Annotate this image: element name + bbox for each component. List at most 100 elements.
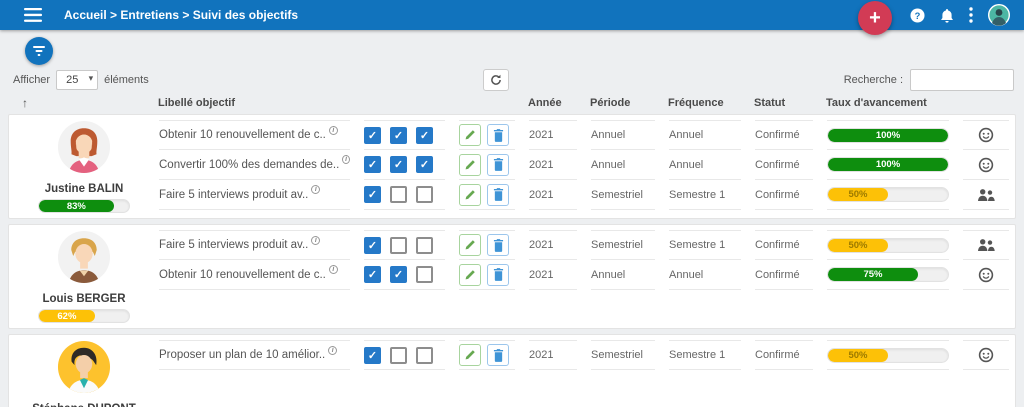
delete-button[interactable] [487, 344, 509, 366]
info-icon[interactable]: i [311, 185, 321, 194]
objective-rows: Obtenir 10 renouvellement de c.. i ✓ ✓ ✓ 20… [159, 115, 1015, 218]
period-value: Semestriel [591, 340, 655, 370]
year-value: 2021 [529, 180, 577, 210]
filter-button[interactable] [25, 37, 53, 65]
edit-button[interactable] [459, 344, 481, 366]
info-icon[interactable]: i [328, 126, 338, 135]
info-icon[interactable]: i [342, 155, 350, 164]
checkbox-group: ✓ ✓ [364, 260, 445, 290]
year-value: 2021 [529, 340, 577, 370]
edit-button[interactable] [459, 153, 481, 176]
header-period: Période [590, 97, 631, 109]
delete-button[interactable] [487, 234, 509, 256]
header-frequency: Fréquence [668, 97, 724, 109]
avatar [57, 230, 111, 289]
progress-bar: 50% [827, 187, 949, 202]
checkbox[interactable] [416, 236, 433, 254]
add-button[interactable]: + [858, 1, 892, 35]
delete-button[interactable] [487, 124, 509, 146]
checkbox[interactable] [390, 186, 407, 203]
checkbox-group: ✓ [364, 340, 445, 370]
year-value: 2021 [529, 260, 577, 290]
checkbox[interactable]: ✓ [364, 126, 381, 144]
info-icon[interactable]: i [328, 346, 338, 355]
checkbox[interactable]: ✓ [390, 126, 407, 144]
checkbox[interactable]: ✓ [364, 266, 381, 283]
objective-label: Faire 5 interviews produit av.. [159, 188, 309, 201]
checkbox[interactable] [416, 266, 433, 283]
person-group: Justine BALIN 83% Obtenir 10 renouvellem… [8, 114, 1016, 219]
trash-icon [493, 238, 503, 252]
pencil-icon [465, 130, 475, 140]
team-icon [963, 180, 1009, 210]
person-name: Louis BERGER [42, 293, 126, 305]
delete-button[interactable] [487, 183, 509, 206]
checkbox-group: ✓ [364, 230, 445, 260]
filter-icon [33, 46, 45, 56]
person-group: Stéphane DUPONT 50% Proposer un plan de … [8, 334, 1016, 407]
checkbox[interactable] [416, 186, 433, 203]
objective-row: Convertir 100% des demandes de.. i ✓ ✓ ✓ 20… [159, 150, 1015, 180]
delete-button[interactable] [487, 153, 509, 176]
person-name: Justine BALIN [44, 183, 124, 195]
frequency-value: Semestre 1 [669, 180, 741, 210]
help-icon[interactable]: ? [910, 7, 925, 23]
status-value: Confirmé [755, 180, 813, 210]
kebab-menu-icon[interactable] [969, 7, 973, 23]
frequency-value: Semestre 1 [669, 340, 741, 370]
trash-icon [493, 128, 503, 142]
frequency-value: Annuel [669, 260, 741, 290]
user-avatar[interactable] [988, 4, 1010, 26]
checkbox[interactable]: ✓ [416, 126, 433, 144]
checkbox[interactable]: ✓ [364, 346, 381, 364]
checkbox[interactable]: ✓ [390, 266, 407, 283]
info-icon[interactable]: i [311, 236, 321, 245]
checkbox[interactable]: ✓ [364, 236, 381, 254]
pencil-icon [465, 189, 475, 199]
smiley-icon [963, 260, 1009, 290]
edit-button[interactable] [459, 183, 481, 206]
status-value: Confirmé [755, 340, 813, 370]
objective-row: Faire 5 interviews produit av.. i ✓ 2021 … [159, 180, 1015, 210]
sort-arrow-icon[interactable]: ↑ [8, 96, 158, 110]
objective-label: Obtenir 10 renouvellement de c.. [159, 268, 326, 281]
pencil-icon [465, 240, 475, 250]
checkbox-group: ✓ ✓ ✓ [364, 150, 445, 180]
edit-button[interactable] [459, 124, 481, 146]
smiley-icon [963, 120, 1009, 150]
progress-bar: 50% [827, 347, 949, 363]
bell-icon[interactable] [940, 8, 954, 23]
checkbox[interactable]: ✓ [364, 186, 381, 203]
header-status: Statut [754, 97, 786, 109]
checkbox[interactable]: ✓ [364, 156, 381, 173]
objective-rows: Faire 5 interviews produit av.. i ✓ 2021 … [159, 225, 1015, 328]
checkbox[interactable]: ✓ [416, 156, 433, 173]
status-value: Confirmé [755, 150, 813, 180]
smiley-icon [963, 150, 1009, 180]
breadcrumb[interactable]: Accueil > Entretiens > Suivi des objecti… [64, 8, 299, 22]
info-icon[interactable]: i [328, 265, 338, 274]
status-value: Confirmé [755, 120, 813, 150]
trash-icon [493, 158, 503, 171]
search-input[interactable] [910, 69, 1014, 91]
person-cell: Louis BERGER 62% [9, 225, 159, 328]
frequency-value: Annuel [669, 120, 741, 150]
edit-button[interactable] [459, 263, 481, 286]
header-label: Libellé objectif [158, 97, 236, 109]
edit-button[interactable] [459, 234, 481, 256]
status-value: Confirmé [755, 260, 813, 290]
checkbox[interactable] [390, 236, 407, 254]
delete-button[interactable] [487, 263, 509, 286]
menu-icon[interactable] [20, 6, 46, 24]
objective-label: Obtenir 10 renouvellement de c.. [159, 129, 326, 141]
toolbar: Afficher 25 ▾ éléments Recherche : [0, 30, 1024, 92]
checkbox[interactable]: ✓ [390, 156, 407, 173]
topbar-actions: ? [910, 4, 1012, 26]
checkbox[interactable] [390, 346, 407, 364]
avatar [57, 120, 111, 179]
refresh-button[interactable] [483, 69, 510, 91]
progress-bar: 50% [827, 237, 949, 253]
page-size-select[interactable]: 25 [56, 70, 99, 90]
person-cell: Justine BALIN 83% [9, 115, 159, 218]
checkbox[interactable] [416, 346, 433, 364]
